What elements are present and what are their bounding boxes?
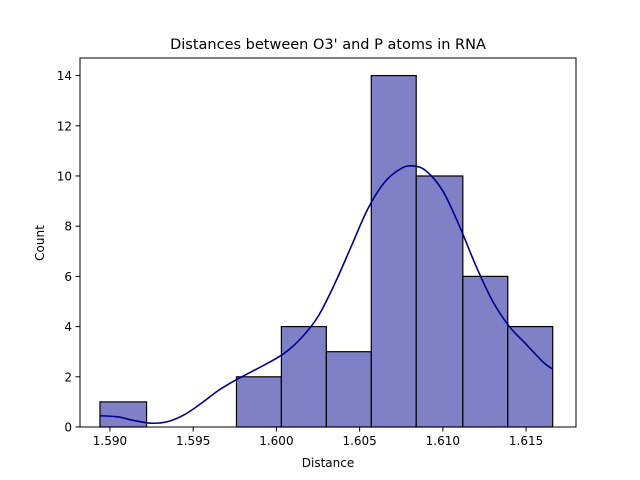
y-tick-label: 10 bbox=[57, 169, 72, 183]
y-tick-label: 4 bbox=[64, 320, 72, 334]
y-tick-label: 8 bbox=[64, 220, 72, 234]
axes-frame bbox=[79, 57, 577, 428]
histogram-bar bbox=[325, 351, 372, 428]
kde-curve bbox=[99, 164, 554, 425]
x-tick-label: 1.595 bbox=[176, 434, 210, 448]
histogram-bar bbox=[507, 325, 554, 428]
x-tick-label: 1.615 bbox=[509, 434, 543, 448]
x-tick-label: 1.610 bbox=[426, 434, 460, 448]
chart-title: Distances between O3' and P atoms in RNA bbox=[170, 37, 486, 53]
histogram-bar bbox=[415, 175, 464, 428]
y-tick-label: 0 bbox=[64, 421, 72, 435]
x-tick-label: 1.600 bbox=[259, 434, 293, 448]
histogram-bar bbox=[462, 275, 509, 428]
histogram-bar bbox=[370, 74, 417, 428]
y-tick-label: 2 bbox=[64, 370, 72, 384]
histogram-bar bbox=[235, 376, 282, 428]
x-axis-label: Distance bbox=[302, 456, 354, 470]
y-tick-label: 12 bbox=[57, 119, 72, 133]
plot-area: 1.590 1.595 1.600 1.605 1.610 1.615 0 2 4 6 8 10 12 1… bbox=[57, 57, 577, 448]
x-tick-label: 1.605 bbox=[342, 434, 376, 448]
y-axis-label: Count bbox=[33, 225, 47, 261]
x-tick-label: 1.590 bbox=[93, 434, 127, 448]
histogram-bar bbox=[99, 401, 148, 428]
y-tick-label: 6 bbox=[64, 270, 72, 284]
histogram-bar bbox=[280, 325, 327, 428]
y-tick-label: 14 bbox=[57, 69, 72, 83]
